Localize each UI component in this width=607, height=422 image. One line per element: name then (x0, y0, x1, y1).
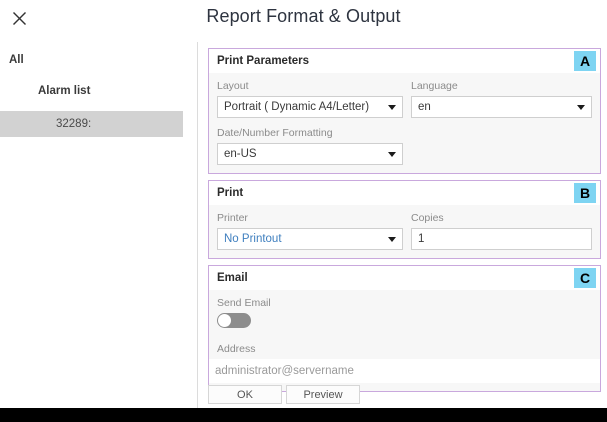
field-send-email: Send Email (217, 296, 592, 328)
panel-print-header: Print B (209, 181, 600, 205)
preview-button[interactable]: Preview (286, 385, 360, 404)
chevron-down-icon (388, 152, 396, 157)
field-printer: Printer No Printout (217, 211, 403, 250)
language-label: Language (411, 80, 458, 92)
settings-panels: Print Parameters A Layout Portrait ( Dyn… (208, 48, 601, 398)
layout-value: Portrait ( Dynamic A4/Letter) (224, 101, 370, 113)
bottom-bar (0, 408, 607, 422)
field-date-number-formatting: Date/Number Formatting en-US (217, 126, 403, 165)
copies-value: 1 (418, 233, 425, 245)
language-select[interactable]: en (411, 96, 592, 118)
chevron-down-icon (388, 237, 396, 242)
printer-label: Printer (217, 212, 248, 224)
date-number-formatting-value: en-US (224, 148, 257, 160)
page-title: Report Format & Output (206, 6, 401, 26)
date-number-formatting-select[interactable]: en-US (217, 143, 403, 165)
field-address: Address administrator@servername (209, 342, 600, 383)
printer-select[interactable]: No Printout (217, 228, 403, 250)
panel-print-title: Print (217, 187, 244, 199)
report-format-dialog: Report Format & Output All Alarm list 32… (0, 6, 601, 408)
sidebar-tree: All Alarm list 32289: (0, 42, 197, 408)
panel-print: Print B Printer No Printout Copies (208, 180, 601, 259)
sidebar-item-32289[interactable]: 32289: (0, 111, 183, 137)
dialog-button-bar: OK Preview (208, 385, 360, 404)
language-value: en (418, 101, 431, 113)
sidebar-item-alarm-list[interactable]: Alarm list (38, 85, 91, 97)
panel-print-parameters-header: Print Parameters A (209, 49, 600, 73)
panel-email-header: Email C (209, 266, 600, 290)
field-layout: Layout Portrait ( Dynamic A4/Letter) (217, 79, 403, 118)
badge-b: B (574, 183, 596, 203)
panel-print-parameters: Print Parameters A Layout Portrait ( Dyn… (208, 48, 601, 174)
sidebar-item-all[interactable]: All (9, 54, 24, 66)
chevron-down-icon (388, 105, 396, 110)
layout-label: Layout (217, 80, 249, 92)
send-email-label: Send Email (217, 297, 271, 309)
printer-value: No Printout (224, 233, 282, 245)
badge-a: A (574, 51, 596, 71)
panel-email: Email C Send Email Address administrator… (208, 265, 601, 392)
close-icon[interactable] (8, 7, 30, 29)
date-number-formatting-label: Date/Number Formatting (217, 127, 333, 139)
address-input[interactable]: administrator@servername (209, 359, 600, 383)
panel-email-title: Email (217, 272, 248, 284)
copies-label: Copies (411, 212, 444, 224)
toggle-knob (218, 314, 231, 327)
ok-button[interactable]: OK (208, 385, 282, 404)
layout-select[interactable]: Portrait ( Dynamic A4/Letter) (217, 96, 403, 118)
address-label: Address (217, 343, 256, 355)
field-copies: Copies 1 (411, 211, 592, 250)
sidebar-divider (197, 42, 198, 408)
copies-input[interactable]: 1 (411, 228, 592, 250)
panel-email-body: Send Email Address administrator@servern… (209, 290, 600, 391)
field-language: Language en (411, 79, 592, 118)
send-email-toggle[interactable] (217, 313, 251, 328)
badge-c: C (574, 268, 596, 288)
panel-print-parameters-title: Print Parameters (217, 55, 310, 67)
panel-print-body: Printer No Printout Copies 1 (209, 205, 600, 258)
chevron-down-icon (577, 105, 585, 110)
address-placeholder: administrator@servername (215, 365, 354, 377)
panel-print-parameters-body: Layout Portrait ( Dynamic A4/Letter) Lan… (209, 73, 600, 173)
